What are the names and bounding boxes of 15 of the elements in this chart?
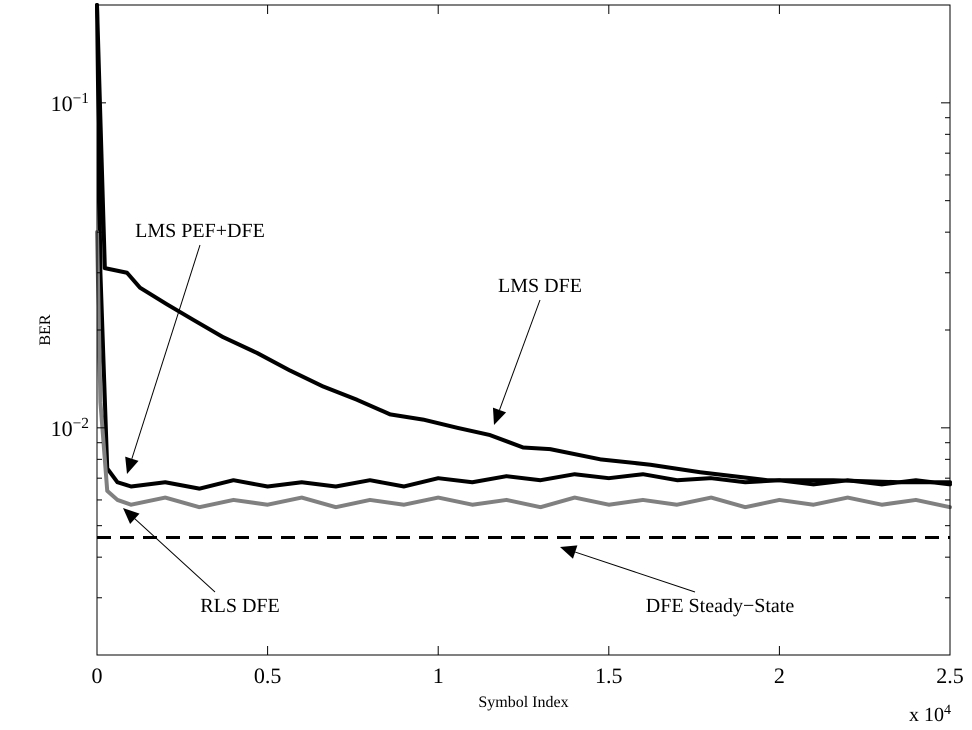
text: x 10$^{4}$ [909, 702, 951, 726]
x-tick-label: 1.5 [595, 663, 623, 688]
annotation: DFE Steady−State [646, 595, 794, 617]
x-tick-label: 1 [432, 663, 444, 688]
y-tick-label: 10$^{−2}$ [50, 414, 89, 441]
x-tick-label: 2 [774, 663, 785, 688]
x-tick-label: 0.5 [254, 663, 282, 688]
y-tick-label: 10$^{−1}$ [50, 89, 89, 116]
annotation: LMS PEF+DFE [135, 220, 265, 242]
annotation: RLS DFE [200, 595, 280, 617]
x-axis-title: Symbol Index [478, 694, 569, 711]
x-tick-label: 0 [92, 663, 102, 688]
x-tick-label: 2.5 [936, 663, 964, 688]
annotation: LMS DFE [498, 275, 582, 297]
y-axis-title: BER [37, 314, 54, 346]
